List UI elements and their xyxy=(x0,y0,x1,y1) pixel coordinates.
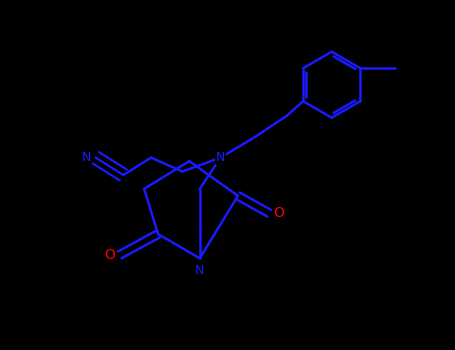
Text: N: N xyxy=(216,151,225,164)
Text: O: O xyxy=(105,248,116,262)
Text: N: N xyxy=(195,264,204,277)
Text: O: O xyxy=(273,206,284,220)
Text: N: N xyxy=(82,151,91,164)
